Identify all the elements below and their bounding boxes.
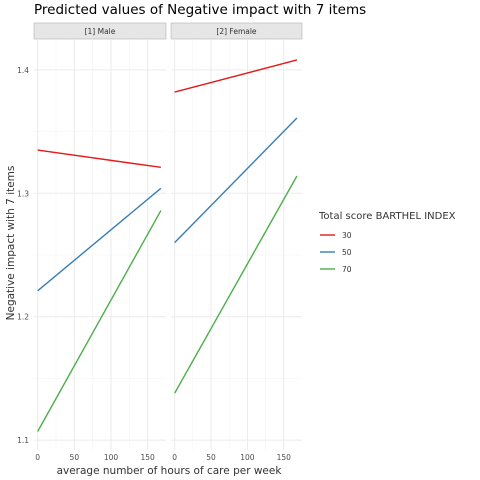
legend-label-50: 50 bbox=[342, 248, 352, 257]
plot-area: [1] Male 0 50 100 150 1.1 1.2 1.3 1.4 [2] Female 0… bbox=[17, 23, 302, 462]
x-tick-label: 150 bbox=[141, 453, 156, 462]
legend-label-30: 30 bbox=[342, 231, 352, 240]
y-tick-label: 1.4 bbox=[17, 66, 29, 75]
panel-strip-label: [1] Male bbox=[85, 27, 116, 36]
legend-label-70: 70 bbox=[342, 265, 352, 274]
x-tick-label: 50 bbox=[70, 453, 80, 462]
x-tick-label: 0 bbox=[172, 453, 177, 462]
chart-title: Predicted values of Negative impact with… bbox=[34, 2, 366, 18]
panel-1: [1] Male 0 50 100 150 1.1 1.2 1.3 1.4 bbox=[17, 23, 166, 462]
legend: 30 50 70 bbox=[320, 231, 352, 274]
y-axis-label: Negative impact with 7 items bbox=[5, 166, 17, 321]
x-tick-label: 0 bbox=[35, 453, 40, 462]
x-tick-label: 100 bbox=[240, 453, 255, 462]
x-tick-label: 100 bbox=[104, 453, 119, 462]
panel-strip-label: [2] Female bbox=[216, 27, 257, 36]
x-tick-label: 50 bbox=[206, 453, 216, 462]
x-axis-label: average number of hours of care per week bbox=[57, 465, 283, 477]
legend-title: Total score BARTHEL INDEX bbox=[318, 211, 456, 222]
panel-2: [2] Female 0 50 100 150 bbox=[171, 23, 302, 462]
y-tick-label: 1.2 bbox=[17, 313, 29, 322]
x-tick-label: 150 bbox=[277, 453, 292, 462]
y-tick-label: 1.3 bbox=[17, 189, 29, 198]
y-tick-label: 1.1 bbox=[17, 436, 29, 445]
